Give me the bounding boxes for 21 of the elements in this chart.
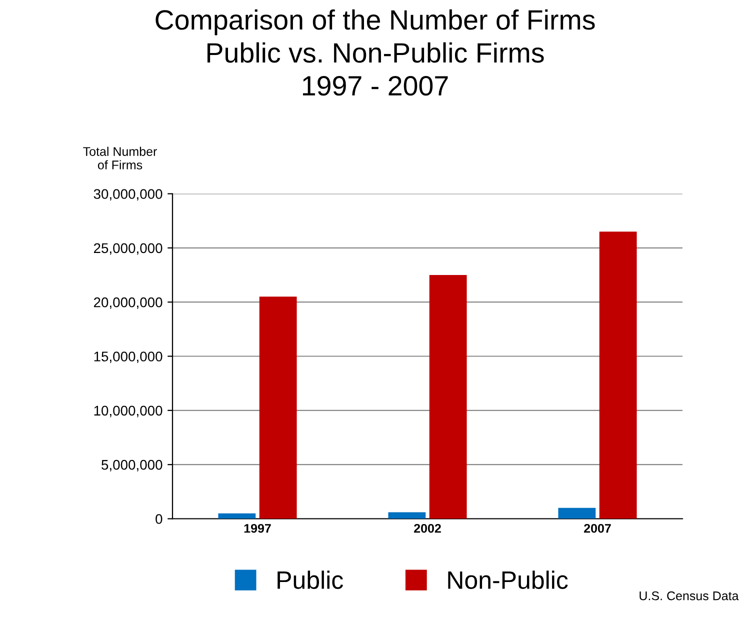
legend-label: Public (278, 570, 343, 589)
bar (429, 275, 467, 519)
chart-title: Comparison of the Number of Firms Public vs. Non-Public Firms 1997 - 2007 (156, 9, 595, 96)
y-tick-label: 10,000,000 (94, 406, 162, 418)
y-tick-label: 5,000,000 (102, 460, 162, 472)
y-tick-label: 25,000,000 (94, 243, 162, 255)
bar (558, 508, 596, 519)
y-tick-label: 30,000,000 (94, 189, 162, 201)
bar (388, 512, 426, 519)
bar (218, 513, 256, 519)
y-tick-label: 15,000,000 (94, 352, 162, 364)
y-axis-title: Total Number of Firms (83, 146, 157, 170)
x-tick-label: 1997 (244, 524, 271, 533)
x-tick-label: 2007 (584, 524, 611, 533)
legend-label: Non-Public (448, 570, 568, 589)
text: U.S. Census Data (640, 591, 739, 600)
x-tick-label: 2002 (414, 524, 441, 533)
y-tick-label: 20,000,000 (94, 297, 162, 309)
bar (599, 232, 637, 519)
bar (259, 296, 297, 519)
y-tick-label: 0 (156, 514, 162, 524)
